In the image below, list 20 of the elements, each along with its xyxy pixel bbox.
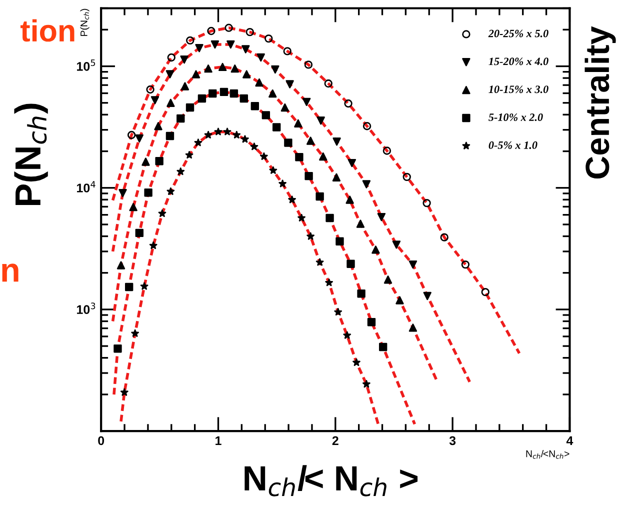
x-axis-title: N$_{ch}$/<N$_{ch}$> (526, 450, 570, 459)
text: P(N$_{ch}$) (14, 104, 48, 205)
text: n (2, 264, 18, 282)
x-tick-label: 1 (216, 436, 222, 445)
legend-label: 10-15% x 3.0 (488, 86, 548, 94)
legend-label: 20-25% x 5.0 (488, 30, 548, 38)
x-tick-label: 4 (566, 436, 574, 445)
x-tick-label: 2 (332, 436, 338, 445)
x-tick-label: 3 (449, 436, 456, 446)
text: Centrality (584, 26, 616, 178)
y-axis-title: P(N$_{ch}$) (80, 8, 90, 36)
text: tion (20, 19, 74, 42)
y-tick-label: 10$^{5}$ (77, 60, 96, 71)
legend-label: 0-5% x 1.0 (488, 141, 538, 149)
legend-label: 5-10% x 2.0 (488, 114, 543, 122)
text: N$_{ch}$/< N$_{ch}$ > (244, 465, 418, 496)
y-tick-label: 10$^{3}$ (77, 302, 96, 314)
legend-label: 15-20% x 4.0 (488, 58, 548, 66)
x-tick-label: 0 (98, 436, 104, 446)
y-tick-label: 10$^{4}$ (77, 181, 96, 192)
